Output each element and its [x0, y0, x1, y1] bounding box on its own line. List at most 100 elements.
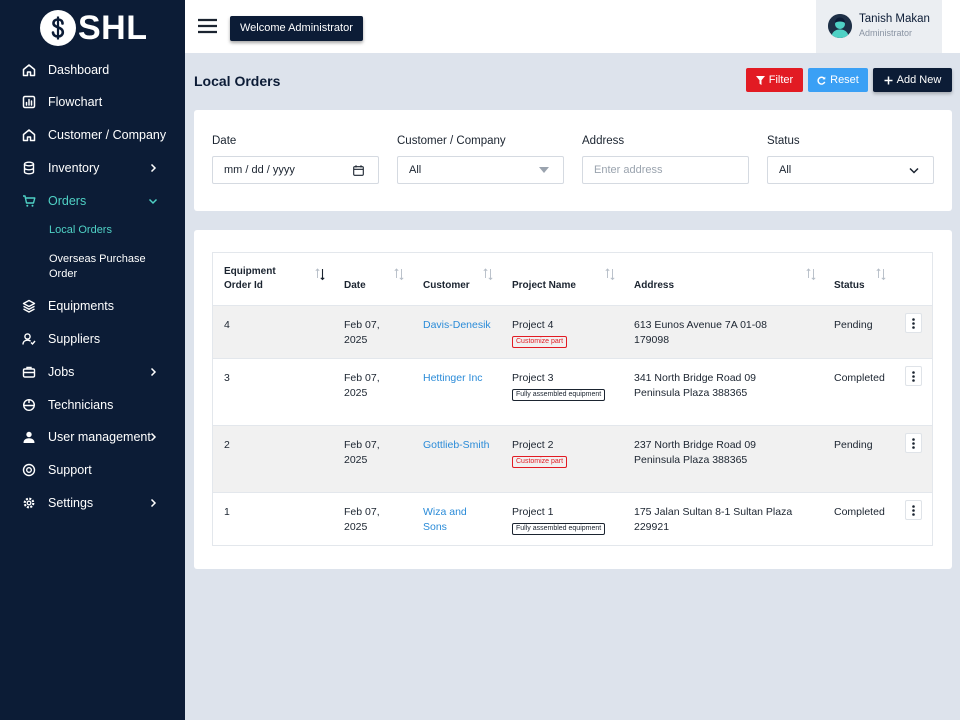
- status-filter-select[interactable]: All: [767, 156, 934, 184]
- sidebar: SHL Dashboard Flowchart Customer / Compa…: [0, 0, 185, 720]
- row-actions-button[interactable]: [905, 433, 922, 453]
- sort-icon[interactable]: [394, 267, 404, 281]
- sort-icon[interactable]: [605, 267, 615, 281]
- sidebar-subitem-overseas-purchase-order[interactable]: Overseas Purchase Order: [49, 253, 146, 280]
- sidebar-item-orders[interactable]: Orders: [0, 186, 185, 216]
- chevron-down-icon: [909, 167, 919, 174]
- sort-icon[interactable]: [876, 267, 886, 281]
- chevron-right-icon: [150, 163, 157, 173]
- project-name: Project 2: [512, 439, 554, 451]
- orders-table: Equipment Order Id Date Customer Project…: [212, 252, 933, 546]
- topbar: Welcome Administrator Tanish Makan Admin…: [185, 0, 960, 53]
- briefcase-icon: [22, 366, 36, 378]
- sidebar-item-flowchart[interactable]: Flowchart: [0, 87, 185, 117]
- sidebar-item-label: Orders: [48, 194, 87, 208]
- row-actions-button[interactable]: [905, 313, 922, 333]
- sidebar-item-label: Dashboard: [48, 63, 110, 77]
- project-type-badge: Fully assembled equipment: [512, 388, 606, 401]
- chart-icon: [22, 95, 36, 109]
- column-header-customer[interactable]: Customer: [423, 280, 470, 291]
- cell-date: Feb 07, 2025: [344, 319, 380, 346]
- column-header-project-name[interactable]: Project Name: [512, 280, 576, 291]
- gear-icon: [23, 497, 35, 509]
- project-name: Project 3: [512, 372, 554, 384]
- table-row[interactable]: 3 Feb 07, 2025 Hettinger Inc Project 3 F…: [213, 358, 932, 425]
- project-name: Project 1: [512, 506, 554, 518]
- user-profile[interactable]: Tanish Makan Administrator: [816, 0, 942, 53]
- lifebuoy-icon: [22, 463, 36, 477]
- kebab-menu-icon: [912, 504, 915, 516]
- cell-address: 341 North Bridge Road 09 Peninsula Plaza…: [634, 372, 756, 399]
- sidebar-item-dashboard[interactable]: Dashboard: [0, 55, 185, 85]
- sidebar-item-equipments[interactable]: Equipments: [0, 291, 185, 321]
- project-type-badge: Customize part: [512, 335, 568, 348]
- brand-logo[interactable]: SHL: [40, 10, 148, 46]
- add-new-button-label: Add New: [896, 74, 942, 86]
- sidebar-item-user-management[interactable]: User management: [0, 422, 185, 452]
- user-name: Tanish Makan: [859, 13, 930, 25]
- sidebar-item-label: Technicians: [48, 398, 114, 412]
- sidebar-item-label: Settings: [48, 496, 94, 510]
- sidebar-item-technicians[interactable]: Technicians: [0, 390, 185, 420]
- funnel-icon: [755, 75, 765, 85]
- date-filter-label: Date: [212, 135, 237, 147]
- sidebar-item-suppliers[interactable]: Suppliers: [0, 324, 185, 354]
- address-filter-input[interactable]: Enter address: [582, 156, 749, 184]
- home-icon: [22, 64, 36, 77]
- cell-customer-link[interactable]: Davis-Denesik: [423, 319, 491, 331]
- sort-desc-icon[interactable]: [315, 267, 325, 281]
- table-row[interactable]: 1 Feb 07, 2025 Wiza and Sons Project 1 F…: [213, 492, 932, 545]
- address-filter-placeholder: Enter address: [594, 164, 663, 176]
- plus-icon: [884, 76, 893, 84]
- sort-icon[interactable]: [806, 267, 816, 281]
- cell-project: Project 4 Customize part: [512, 318, 627, 348]
- cell-date: Feb 07, 2025: [344, 506, 380, 533]
- cell-customer-link[interactable]: Wiza and Sons: [423, 506, 467, 533]
- sidebar-item-settings[interactable]: Settings: [0, 488, 185, 518]
- column-header-status[interactable]: Status: [834, 280, 865, 291]
- hamburger-menu-icon[interactable]: [198, 18, 217, 34]
- customer-filter-label: Customer / Company: [397, 135, 506, 147]
- date-filter-input[interactable]: mm / dd / yyyy: [212, 156, 379, 184]
- add-new-button[interactable]: Add New: [873, 68, 952, 92]
- kebab-menu-icon: [912, 437, 915, 449]
- sidebar-item-label: Jobs: [48, 365, 75, 379]
- welcome-badge: Welcome Administrator: [230, 16, 363, 41]
- status-filter-value: All: [779, 164, 792, 176]
- cell-address: 613 Eunos Avenue 7A 01-08 179098: [634, 319, 767, 346]
- column-header-date[interactable]: Date: [344, 280, 366, 291]
- calendar-icon[interactable]: [353, 165, 364, 176]
- orders-table-card: Equipment Order Id Date Customer Project…: [194, 230, 952, 569]
- customer-filter-select[interactable]: All: [397, 156, 564, 184]
- table-row[interactable]: 2 Feb 07, 2025 Gottlieb-Smith Project 2 …: [213, 425, 932, 492]
- layers-icon: [22, 299, 36, 313]
- column-header-address[interactable]: Address: [634, 280, 675, 291]
- user-check-icon: [22, 333, 36, 346]
- sort-icon[interactable]: [483, 267, 493, 281]
- customer-filter-value: All: [409, 164, 422, 176]
- table-row[interactable]: 4 Feb 07, 2025 Davis-Denesik Project 4 C…: [213, 305, 932, 358]
- logo-text: SHL: [78, 9, 148, 47]
- cell-status: Completed: [834, 372, 885, 384]
- chevron-right-icon: [150, 498, 157, 508]
- helmet-icon: [22, 398, 36, 412]
- date-filter-value: mm / dd / yyyy: [224, 164, 295, 176]
- row-actions-button[interactable]: [905, 366, 922, 386]
- reset-button[interactable]: Reset: [808, 68, 868, 92]
- column-header-equipment-order-id[interactable]: Equipment Order Id: [224, 266, 276, 291]
- sidebar-item-jobs[interactable]: Jobs: [0, 357, 185, 387]
- cell-address: 175 Jalan Sultan 8-1 Sultan Plaza 229921: [634, 506, 793, 533]
- cell-customer-link[interactable]: Gottlieb-Smith: [423, 439, 490, 451]
- cell-project: Project 3 Fully assembled equipment: [512, 371, 627, 401]
- kebab-menu-icon: [912, 370, 915, 382]
- row-actions-button[interactable]: [905, 500, 922, 520]
- cell-customer-link[interactable]: Hettinger Inc: [423, 372, 483, 384]
- sidebar-item-label: Inventory: [48, 161, 100, 175]
- sidebar-item-inventory[interactable]: Inventory: [0, 153, 185, 183]
- sidebar-subitem-local-orders[interactable]: Local Orders: [49, 224, 112, 236]
- sidebar-item-label: User management: [48, 430, 151, 444]
- filter-button[interactable]: Filter: [746, 68, 803, 92]
- sidebar-item-support[interactable]: Support: [0, 455, 185, 485]
- cell-status: Pending: [834, 439, 873, 451]
- sidebar-item-customer-company[interactable]: Customer / Company: [0, 120, 185, 150]
